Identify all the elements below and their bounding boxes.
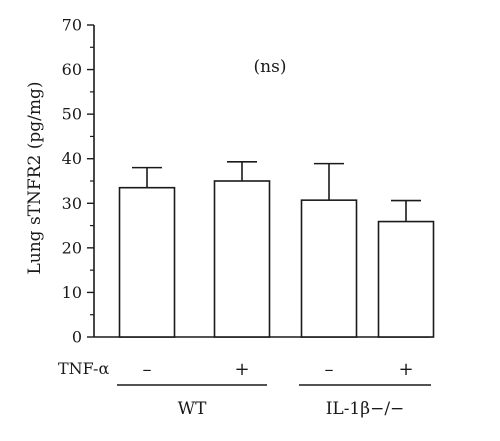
y-tick-label: 60 [62, 60, 82, 79]
bar [213, 180, 271, 338]
treatment-sign: + [398, 359, 413, 380]
group-label: WT [178, 399, 207, 419]
y-tick-label: 20 [62, 238, 82, 257]
treatment-sign: – [325, 359, 334, 380]
y-axis-title: Lung sTNFR2 (pg/mg) [25, 82, 45, 275]
treatment-sign: + [234, 359, 249, 380]
bar [377, 220, 435, 338]
bar [300, 199, 358, 338]
y-tick-label: 70 [62, 16, 82, 35]
y-tick-label: 0 [72, 328, 82, 347]
bar [118, 186, 176, 338]
y-tick-label: 40 [62, 149, 82, 168]
group-label: IL-1β−/− [326, 399, 405, 419]
treatment-sign: – [143, 359, 152, 380]
significance-annotation: (ns) [254, 57, 287, 77]
treatment-row-label: TNF-α [58, 359, 109, 378]
plot-area: 0 10 20 30 40 50 60 70 – + – + WT IL-1β−/− [62, 16, 435, 419]
y-tick-label: 30 [62, 194, 82, 213]
y-tick-label: 50 [62, 105, 82, 124]
y-tick-label: 10 [62, 283, 82, 302]
